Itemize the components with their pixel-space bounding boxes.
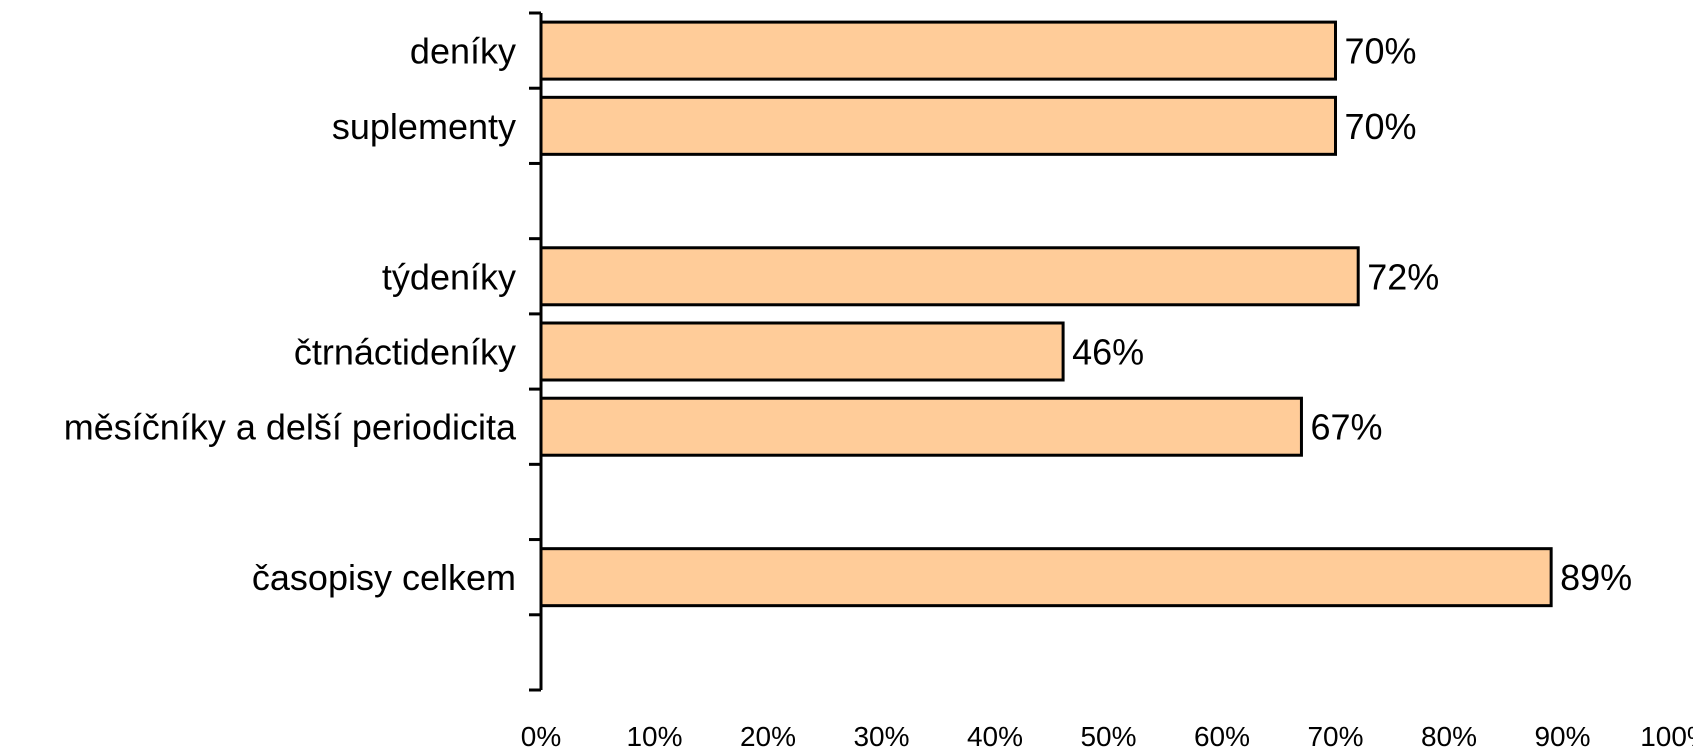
category-label-3: týdeníky bbox=[382, 256, 516, 297]
category-label-5: měsíčníky a delší periodicita bbox=[64, 407, 517, 448]
x-tick-label-0: 0% bbox=[521, 721, 561, 748]
value-label-5: 67% bbox=[1310, 407, 1382, 448]
x-tick-label-1: 10% bbox=[626, 721, 682, 748]
x-tick-label-3: 30% bbox=[853, 721, 909, 748]
category-label-7: časopisy celkem bbox=[252, 557, 516, 598]
x-tick-label-6: 60% bbox=[1194, 721, 1250, 748]
value-label-4: 46% bbox=[1072, 332, 1144, 373]
category-label-4: čtrnáctideníky bbox=[294, 332, 516, 373]
bar-7 bbox=[539, 547, 1553, 608]
x-tick-label-9: 90% bbox=[1534, 721, 1590, 748]
bar-3 bbox=[539, 246, 1360, 307]
x-tick-label-4: 40% bbox=[967, 721, 1023, 748]
x-tick-label-8: 80% bbox=[1421, 721, 1477, 748]
x-tick-label-5: 50% bbox=[1080, 721, 1136, 748]
x-tick-label-10: 100% bbox=[1640, 721, 1693, 748]
value-label-3: 72% bbox=[1367, 256, 1439, 297]
bar-0 bbox=[539, 20, 1337, 81]
value-label-7: 89% bbox=[1560, 557, 1632, 598]
bar-1 bbox=[539, 95, 1337, 156]
x-tick-label-7: 70% bbox=[1307, 721, 1363, 748]
category-label-1: suplementy bbox=[332, 106, 516, 147]
category-label-0: deníky bbox=[410, 31, 516, 72]
x-tick-label-2: 20% bbox=[740, 721, 796, 748]
value-label-0: 70% bbox=[1345, 31, 1417, 72]
value-label-1: 70% bbox=[1345, 106, 1417, 147]
bar-5 bbox=[539, 396, 1303, 457]
bar-4 bbox=[539, 321, 1065, 382]
